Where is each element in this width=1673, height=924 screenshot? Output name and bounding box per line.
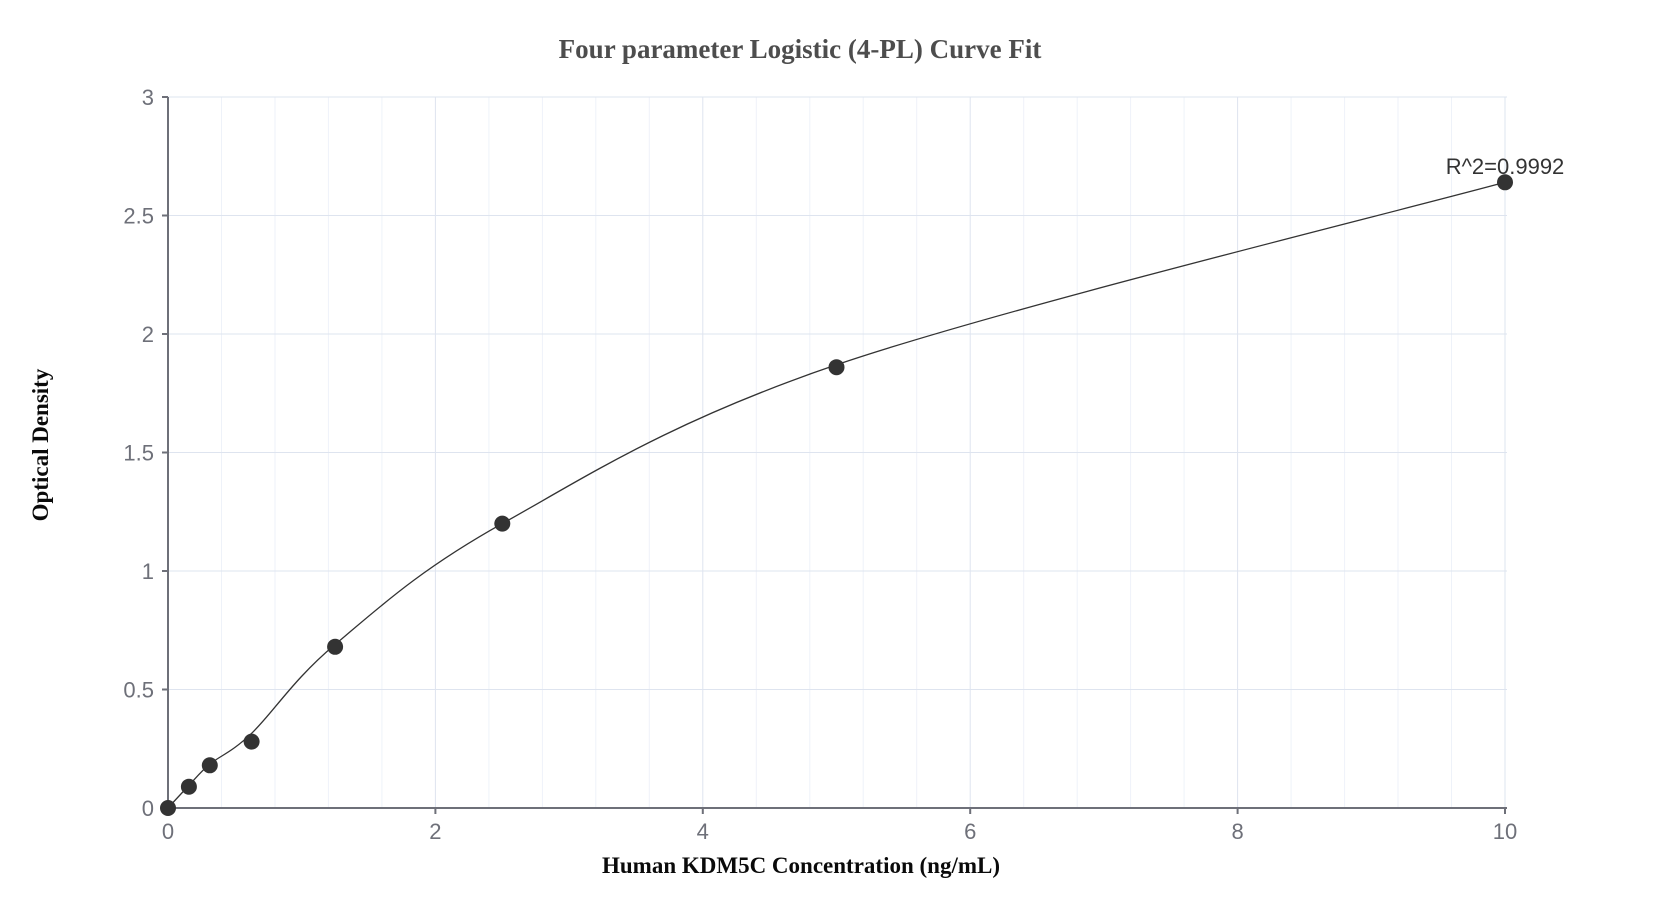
x-tick-label-10: 10 (1493, 819, 1517, 844)
y-tick-label-1.5: 1.5 (123, 441, 154, 466)
data-point-1[interactable] (180, 778, 197, 795)
y-tick-label-0.5: 0.5 (123, 678, 154, 703)
data-point-4[interactable] (327, 638, 344, 655)
data-point-6[interactable] (828, 359, 845, 376)
x-tick-label-2: 2 (429, 819, 441, 844)
y-tick-label-1: 1 (142, 559, 154, 584)
y-axis-title: Optical Density (28, 368, 53, 522)
y-tick-label-2.5: 2.5 (123, 204, 154, 229)
data-point-7[interactable] (1497, 174, 1513, 191)
data-point-2[interactable] (201, 757, 218, 774)
axes (167, 97, 1507, 811)
data-point-0[interactable] (160, 800, 176, 816)
y-tick-label-3: 3 (142, 85, 154, 110)
tick-labels: 0 2 4 6 8 10 0 0.5 1 1.5 2 2.5 3 (123, 85, 1517, 844)
major-gridlines (168, 96, 1507, 808)
data-point-5[interactable] (494, 515, 511, 532)
y-tick-label-2: 2 (142, 322, 154, 347)
x-tick-label-6: 6 (964, 819, 976, 844)
chart-title: Four parameter Logistic (4-PL) Curve Fit (558, 34, 1042, 64)
x-tick-label-4: 4 (697, 819, 709, 844)
data-point-3[interactable] (243, 733, 260, 750)
x-tick-label-0: 0 (162, 819, 174, 844)
x-tick-label-8: 8 (1231, 819, 1243, 844)
y-tick-label-0: 0 (142, 796, 154, 821)
r-squared-annotation: R^2=0.9992 (1446, 154, 1565, 179)
fit-curve-line (167, 181, 1506, 809)
x-axis-title: Human KDM5C Concentration (ng/mL) (601, 853, 1001, 878)
tick-marks (162, 96, 1506, 814)
series (160, 174, 1513, 816)
